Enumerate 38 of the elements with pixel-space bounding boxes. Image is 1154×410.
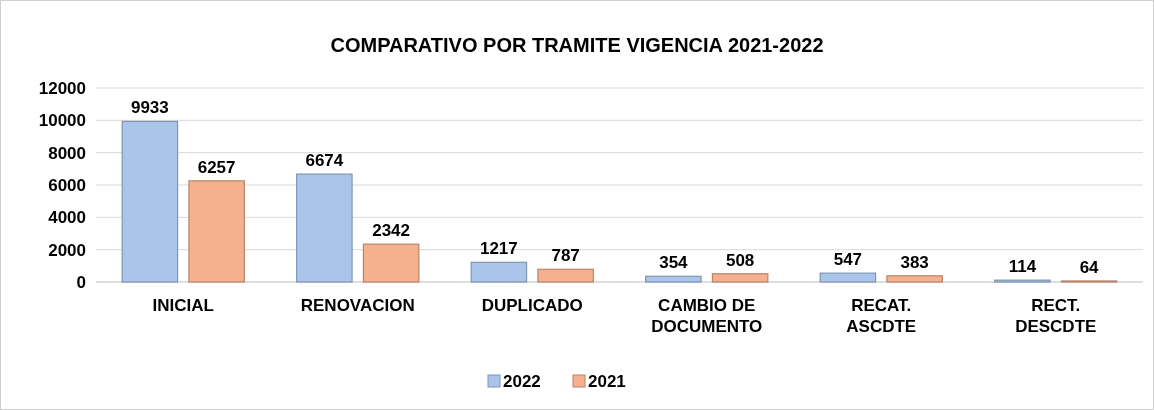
data-label: 508 bbox=[725, 250, 755, 270]
data-label: 787 bbox=[551, 246, 580, 266]
bar bbox=[470, 261, 528, 283]
bar bbox=[819, 272, 877, 283]
y-tick-label: 10000 bbox=[38, 111, 86, 131]
bar bbox=[362, 243, 420, 283]
y-tick-label: 8000 bbox=[48, 143, 86, 163]
data-label: 2342 bbox=[372, 221, 411, 241]
data-label: 9933 bbox=[130, 98, 169, 118]
data-label: 6674 bbox=[305, 151, 344, 171]
x-tick-label: CAMBIO DE DOCUMENTO bbox=[651, 296, 763, 336]
data-label: 1217 bbox=[479, 239, 518, 259]
legend-label: 2021 bbox=[588, 371, 626, 391]
x-tick-label: RENOVACION bbox=[300, 296, 415, 315]
bar bbox=[121, 120, 179, 283]
x-tick-label: RECT. DESCDTE bbox=[1015, 296, 1097, 336]
data-label: 6257 bbox=[197, 157, 236, 177]
data-label: 547 bbox=[833, 250, 863, 270]
x-tick-label: RECAT. ASCDTE bbox=[846, 296, 917, 336]
y-tick-label: 12000 bbox=[38, 78, 86, 98]
bar bbox=[537, 268, 594, 283]
bar bbox=[296, 173, 353, 283]
legend-label: 2022 bbox=[503, 371, 541, 391]
x-tick-label: DUPLICADO bbox=[481, 296, 583, 315]
y-tick-label: 4000 bbox=[48, 208, 86, 228]
x-tick-label: INICIAL bbox=[152, 296, 214, 315]
data-label: 64 bbox=[1079, 257, 1100, 277]
data-label: 354 bbox=[659, 253, 689, 273]
data-label: 383 bbox=[900, 252, 929, 272]
y-tick-label: 0 bbox=[76, 272, 86, 292]
bar bbox=[711, 273, 769, 283]
bar bbox=[188, 180, 245, 283]
y-tick-label: 6000 bbox=[48, 175, 86, 195]
bar bbox=[645, 275, 702, 283]
data-label: 114 bbox=[1008, 257, 1037, 277]
bar bbox=[886, 275, 943, 283]
y-tick-label: 2000 bbox=[48, 240, 86, 260]
chart-title: COMPARATIVO POR TRAMITE VIGENCIA 2021-2022 bbox=[330, 34, 824, 56]
